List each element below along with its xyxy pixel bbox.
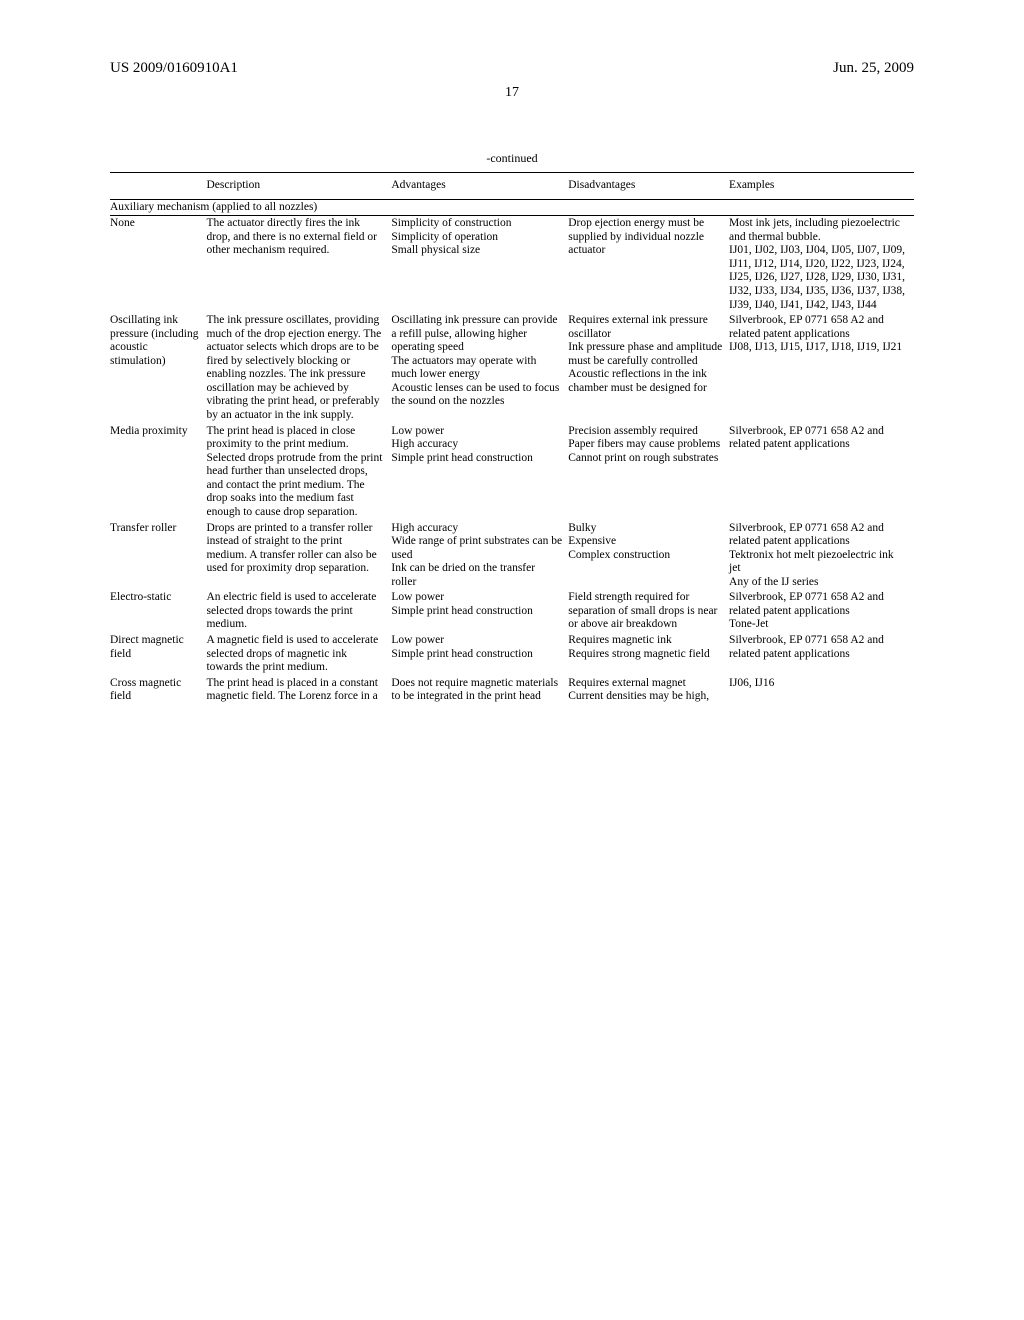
header-left: US 2009/0160910A1 [110,60,238,77]
col-examples: Examples [729,173,914,200]
row-advantages: Low power Simple print head construction [391,590,568,633]
row-examples: Silverbrook, EP 0771 658 A2 and related … [729,633,914,676]
running-header: US 2009/0160910A1 Jun. 25, 2009 [110,60,914,77]
row-disadvantages: Requires external magnet Current densiti… [568,676,729,705]
row-description: An electric field is used to accelerate … [206,590,391,633]
row-label: None [110,216,206,313]
col-disadvantages: Disadvantages [568,173,729,200]
row-description: The ink pressure oscillates, providing m… [206,313,391,424]
row-disadvantages: Precision assembly required Paper fibers… [568,424,729,521]
row-examples: Silverbrook, EP 0771 658 A2 and related … [729,424,914,521]
table-row: Direct magnetic fieldA magnetic field is… [110,633,914,676]
table-header-row: Description Advantages Disadvantages Exa… [110,173,914,200]
table-row: Media proximityThe print head is placed … [110,424,914,521]
row-disadvantages: Bulky Expensive Complex construction [568,521,729,591]
row-description: The print head is placed in close proxim… [206,424,391,521]
table-subheading: Auxiliary mechanism (applied to all nozz… [110,199,914,216]
row-disadvantages: Field strength required for separation o… [568,590,729,633]
row-description: Drops are printed to a transfer roller i… [206,521,391,591]
row-label: Oscillating ink pressure (including acou… [110,313,206,424]
table-row: Electro-staticAn electric field is used … [110,590,914,633]
row-advantages: High accuracy Wide range of print substr… [391,521,568,591]
row-advantages: Does not require magnetic materials to b… [391,676,568,705]
page-number: 17 [110,85,914,101]
table-row: NoneThe actuator directly fires the ink … [110,216,914,313]
col-blank [110,173,206,200]
row-disadvantages: Drop ejection energy must be supplied by… [568,216,729,313]
col-description: Description [206,173,391,200]
row-examples: Most ink jets, including piezoelectric a… [729,216,914,313]
row-examples: IJ06, IJ16 [729,676,914,705]
row-advantages: Simplicity of construction Simplicity of… [391,216,568,313]
row-disadvantages: Requires external ink pressure oscillato… [568,313,729,424]
mechanism-table: Description Advantages Disadvantages Exa… [110,172,914,705]
row-label: Media proximity [110,424,206,521]
row-label: Cross magnetic field [110,676,206,705]
row-examples: Silverbrook, EP 0771 658 A2 and related … [729,313,914,424]
table-row: Cross magnetic fieldThe print head is pl… [110,676,914,705]
row-advantages: Low power High accuracy Simple print hea… [391,424,568,521]
page: US 2009/0160910A1 Jun. 25, 2009 17 -cont… [0,0,1024,765]
row-examples: Silverbrook, EP 0771 658 A2 and related … [729,521,914,591]
row-description: A magnetic field is used to accelerate s… [206,633,391,676]
row-description: The print head is placed in a constant m… [206,676,391,705]
row-label: Electro-static [110,590,206,633]
row-advantages: Low power Simple print head construction [391,633,568,676]
row-disadvantages: Requires magnetic ink Requires strong ma… [568,633,729,676]
col-advantages: Advantages [391,173,568,200]
row-advantages: Oscillating ink pressure can provide a r… [391,313,568,424]
table-row: Transfer rollerDrops are printed to a tr… [110,521,914,591]
row-description: The actuator directly fires the ink drop… [206,216,391,313]
continued-label: -continued [110,151,914,166]
row-label: Direct magnetic field [110,633,206,676]
row-examples: Silverbrook, EP 0771 658 A2 and related … [729,590,914,633]
table-subheading-row: Auxiliary mechanism (applied to all nozz… [110,199,914,216]
header-right: Jun. 25, 2009 [833,60,914,77]
table-row: Oscillating ink pressure (including acou… [110,313,914,424]
row-label: Transfer roller [110,521,206,591]
